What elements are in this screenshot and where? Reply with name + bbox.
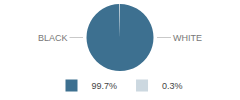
svg-text:WHITE: WHITE xyxy=(173,33,202,43)
svg-text:99.7%: 99.7% xyxy=(92,81,118,91)
svg-text:0.3%: 0.3% xyxy=(162,81,183,91)
svg-text:BLACK: BLACK xyxy=(38,33,68,43)
